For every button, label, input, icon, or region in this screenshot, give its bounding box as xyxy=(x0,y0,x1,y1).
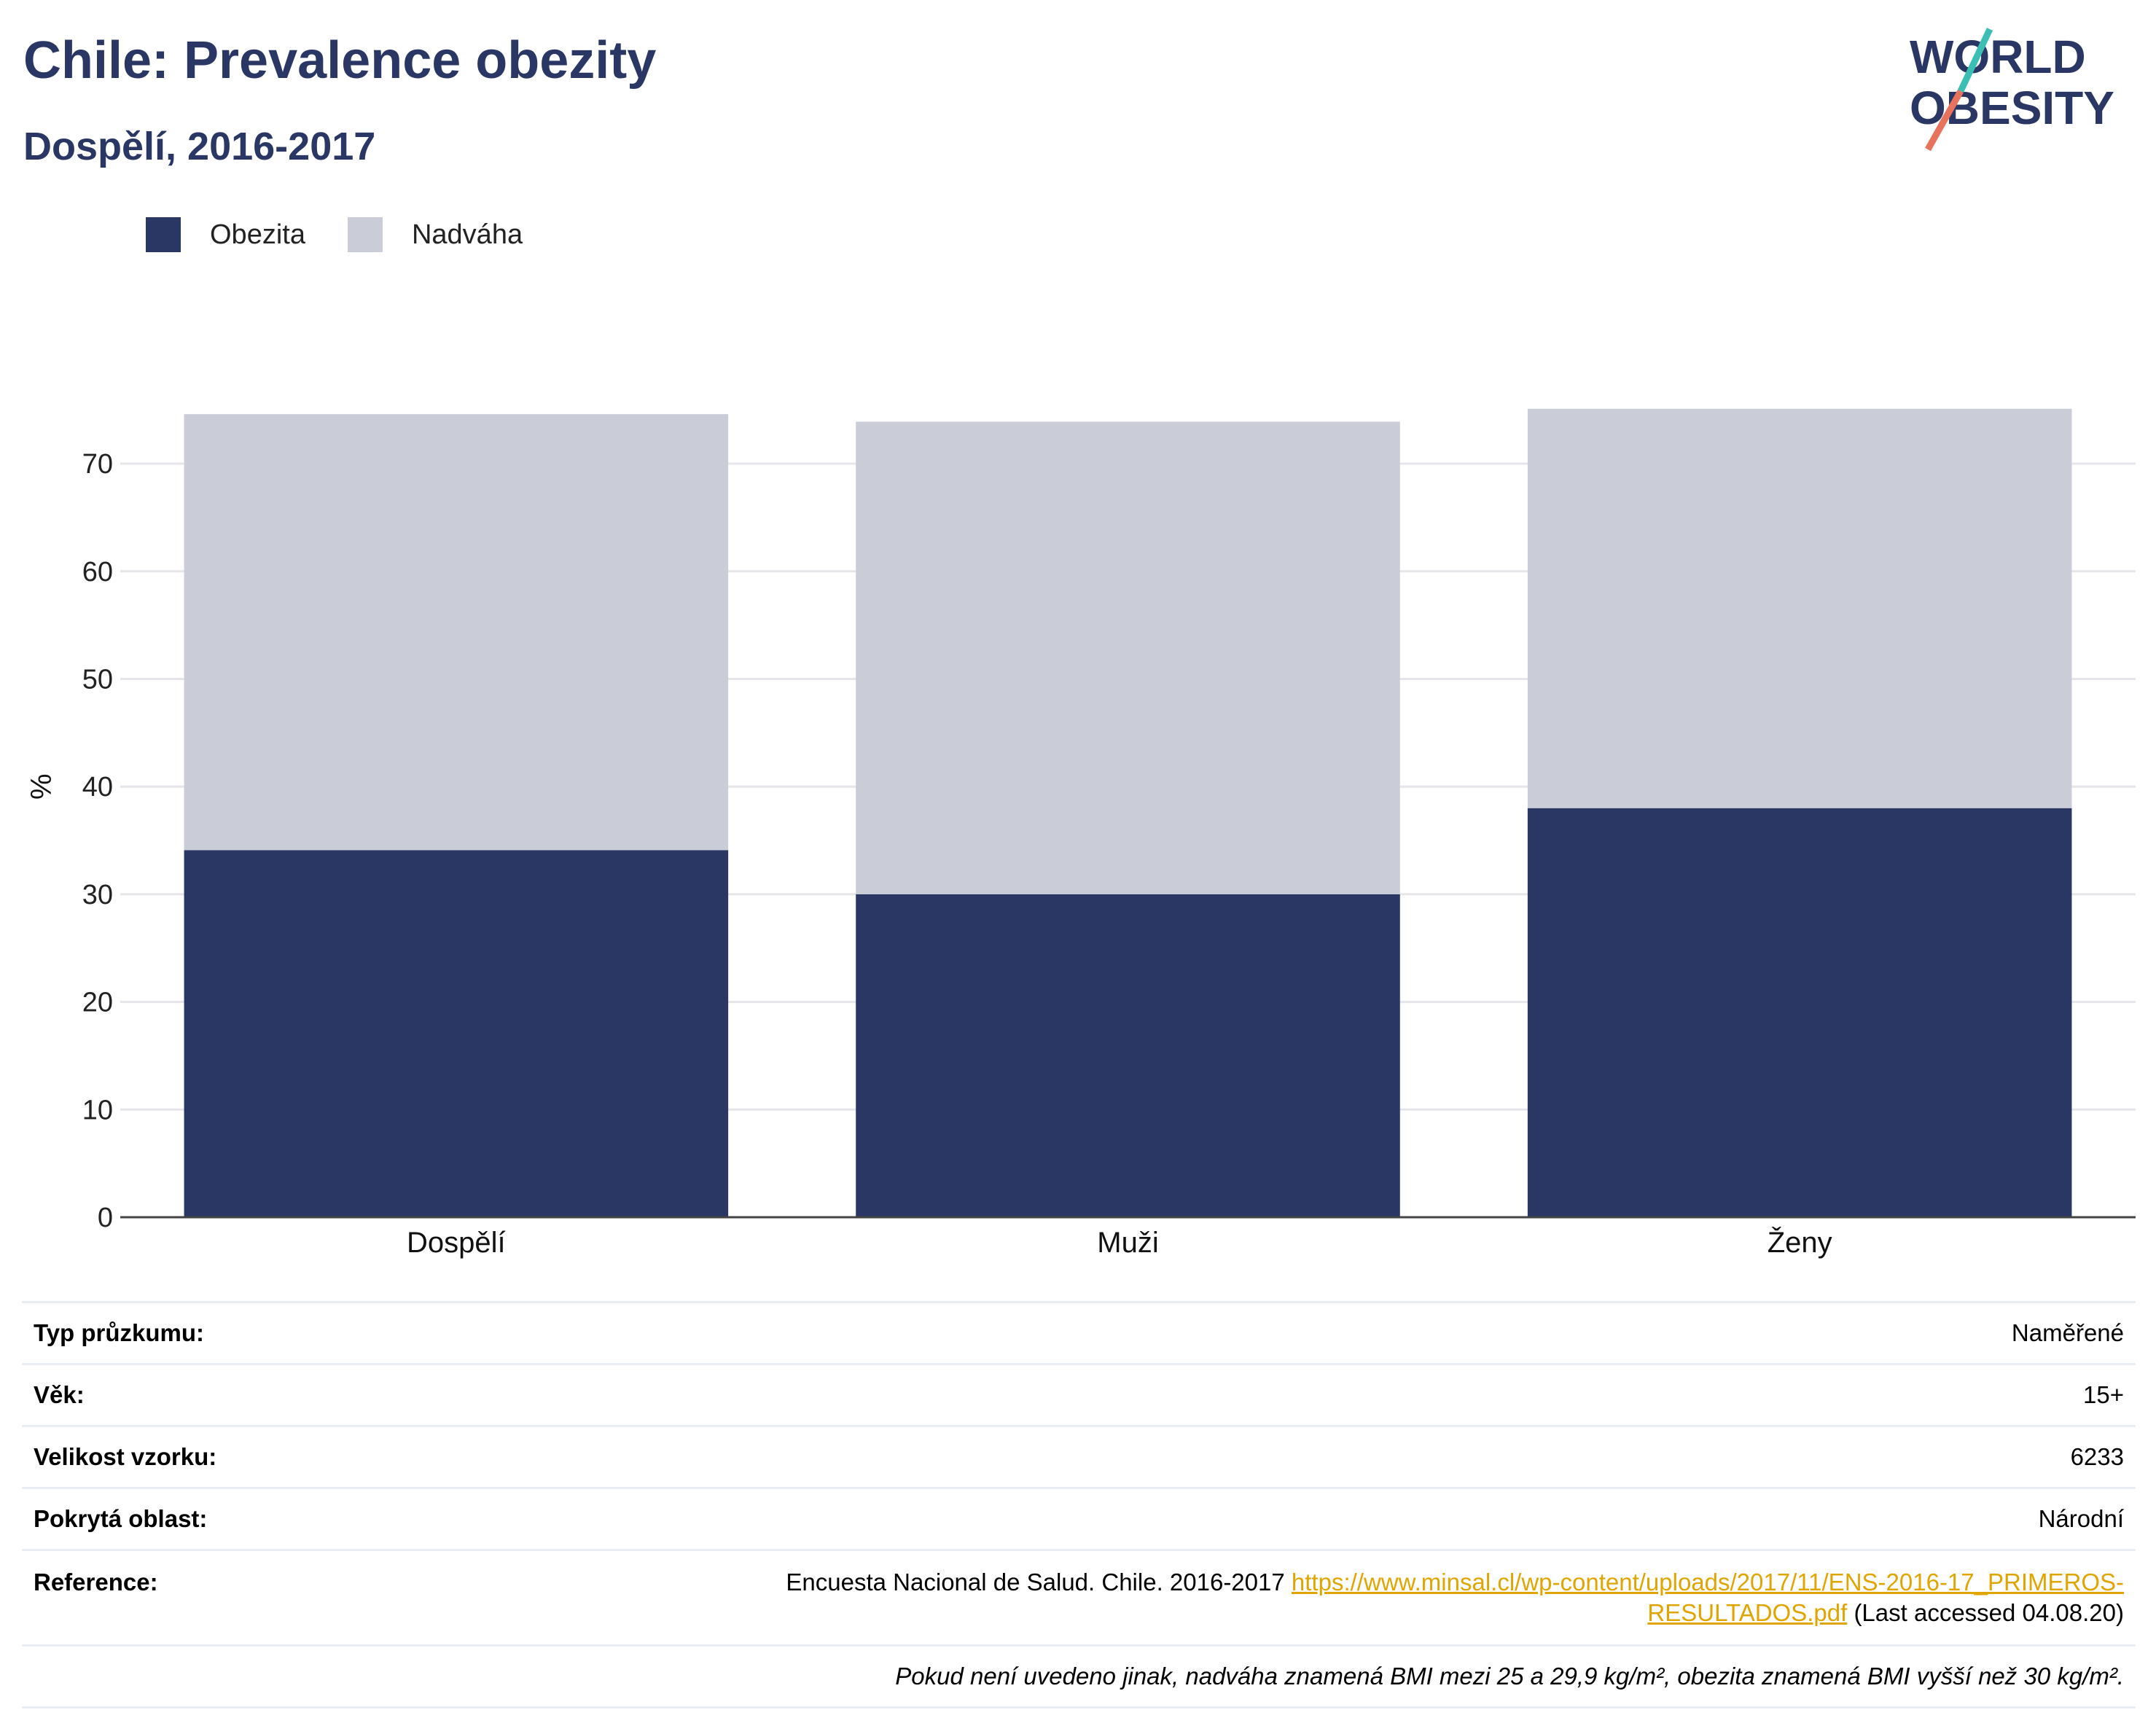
y-axis-label: % xyxy=(26,773,58,800)
footnote: Pokud není uvedeno jinak, nadváha znamen… xyxy=(22,1645,2136,1708)
y-tick-label: 10 xyxy=(82,1095,113,1125)
chart-legend: Obezita Nadváha xyxy=(146,217,565,252)
info-value: Naměřené xyxy=(483,1301,2136,1365)
info-row-coverage: Pokrytá oblast: Národní xyxy=(22,1488,2136,1551)
reference-accessed: (Last accessed 04.08.20) xyxy=(1854,1599,2124,1626)
y-tick-label: 40 xyxy=(82,772,113,802)
legend-label-obesity: Obezita xyxy=(210,219,305,250)
info-row-footnote: Pokud není uvedeno jinak, nadváha znamen… xyxy=(22,1645,2136,1708)
x-tick-label: Dospělí xyxy=(407,1227,506,1259)
reference-text: Encuesta Nacional de Salud. Chile. 2016-… xyxy=(786,1569,1285,1596)
survey-info-table: Typ průzkumu: Naměřené Věk: 15+ Velikost… xyxy=(22,1301,2136,1708)
y-tick-label: 20 xyxy=(82,988,113,1018)
info-label: Věk: xyxy=(22,1364,483,1427)
info-label: Reference: xyxy=(22,1550,483,1647)
info-label: Typ průzkumu: xyxy=(22,1301,483,1365)
bar-obesity xyxy=(1527,808,2072,1217)
logo-slash-coral xyxy=(1925,89,1964,152)
bar-overweight xyxy=(184,414,729,851)
info-value: Národní xyxy=(483,1488,2136,1551)
reference-link-line1: https://www.minsal.cl/wp-content/uploads… xyxy=(1291,1569,2124,1596)
legend-swatch-overweight xyxy=(347,217,383,252)
legend-label-overweight: Nadváha xyxy=(411,219,523,250)
info-row-age: Věk: 15+ xyxy=(22,1364,2136,1427)
chart-subtitle: Dospělí, 2016-2017 xyxy=(23,125,376,168)
info-label: Velikost vzorku: xyxy=(22,1426,483,1489)
legend-swatch-obesity xyxy=(146,217,181,252)
reference-value: Encuesta Nacional de Salud. Chile. 2016-… xyxy=(483,1550,2136,1647)
bar-obesity xyxy=(184,850,729,1217)
logo-slash-teal xyxy=(1957,28,1993,93)
bar-overweight xyxy=(1527,408,2072,808)
y-tick-label: 50 xyxy=(82,665,113,695)
bar-obesity xyxy=(856,894,1400,1217)
info-value: 6233 xyxy=(483,1426,2136,1489)
reference-link[interactable]: https://www.minsal.cl/wp-content/uploads… xyxy=(1292,1569,2124,1626)
reference-link-line2: RESULTADOS.pdf xyxy=(1647,1599,1848,1626)
y-tick-label: 70 xyxy=(82,449,113,480)
info-value: 15+ xyxy=(483,1364,2136,1427)
world-obesity-logo: WORLD OBESITY xyxy=(1910,28,2114,152)
legend-item-obesity[interactable]: Obezita xyxy=(146,217,305,252)
info-label: Pokrytá oblast: xyxy=(22,1488,483,1551)
x-tick-label: Ženy xyxy=(1768,1226,1832,1259)
y-tick-label: 0 xyxy=(98,1203,113,1233)
y-tick-label: 60 xyxy=(82,557,113,587)
x-tick-label: Muži xyxy=(1097,1227,1158,1259)
chart-title: Chile: Prevalence obezity xyxy=(23,31,657,90)
bar-chart: 0 10 20 30 40 50 60 70% Dospělí Muži Ženy xyxy=(26,408,2136,1259)
info-row-survey-type: Typ průzkumu: Naměřené xyxy=(22,1301,2136,1365)
info-row-sample-size: Velikost vzorku: 6233 xyxy=(22,1426,2136,1489)
logo-line1: WORLD xyxy=(1910,31,2086,83)
bar-overweight xyxy=(856,421,1400,894)
legend-item-overweight[interactable]: Nadváha xyxy=(347,217,523,252)
info-row-reference: Reference: Encuesta Nacional de Salud. C… xyxy=(22,1550,2136,1647)
y-tick-label: 30 xyxy=(82,880,113,910)
